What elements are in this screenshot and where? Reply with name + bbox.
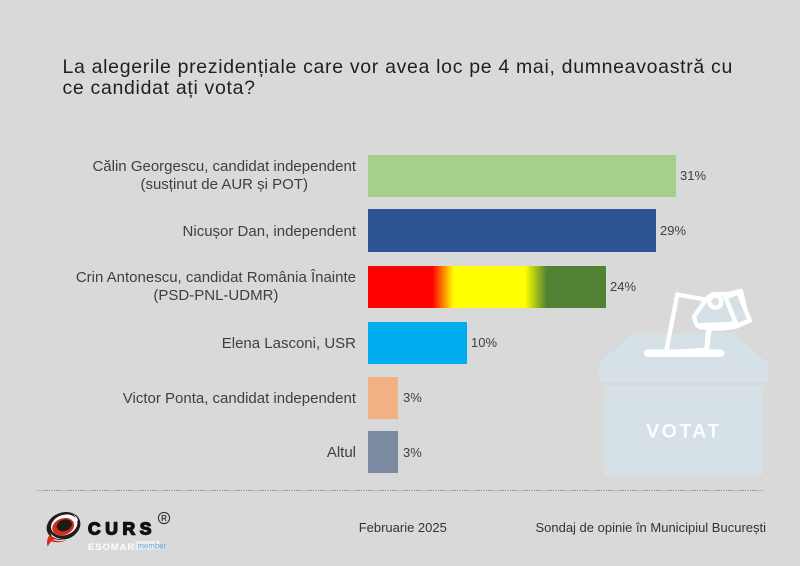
svg-text:ESOMAR: ESOMAR (88, 542, 135, 553)
svg-text:R: R (161, 514, 167, 523)
svg-text:member: member (138, 542, 167, 551)
svg-text:VOTAT: VOTAT (646, 421, 722, 443)
svg-text:CURS: CURS (88, 519, 156, 539)
